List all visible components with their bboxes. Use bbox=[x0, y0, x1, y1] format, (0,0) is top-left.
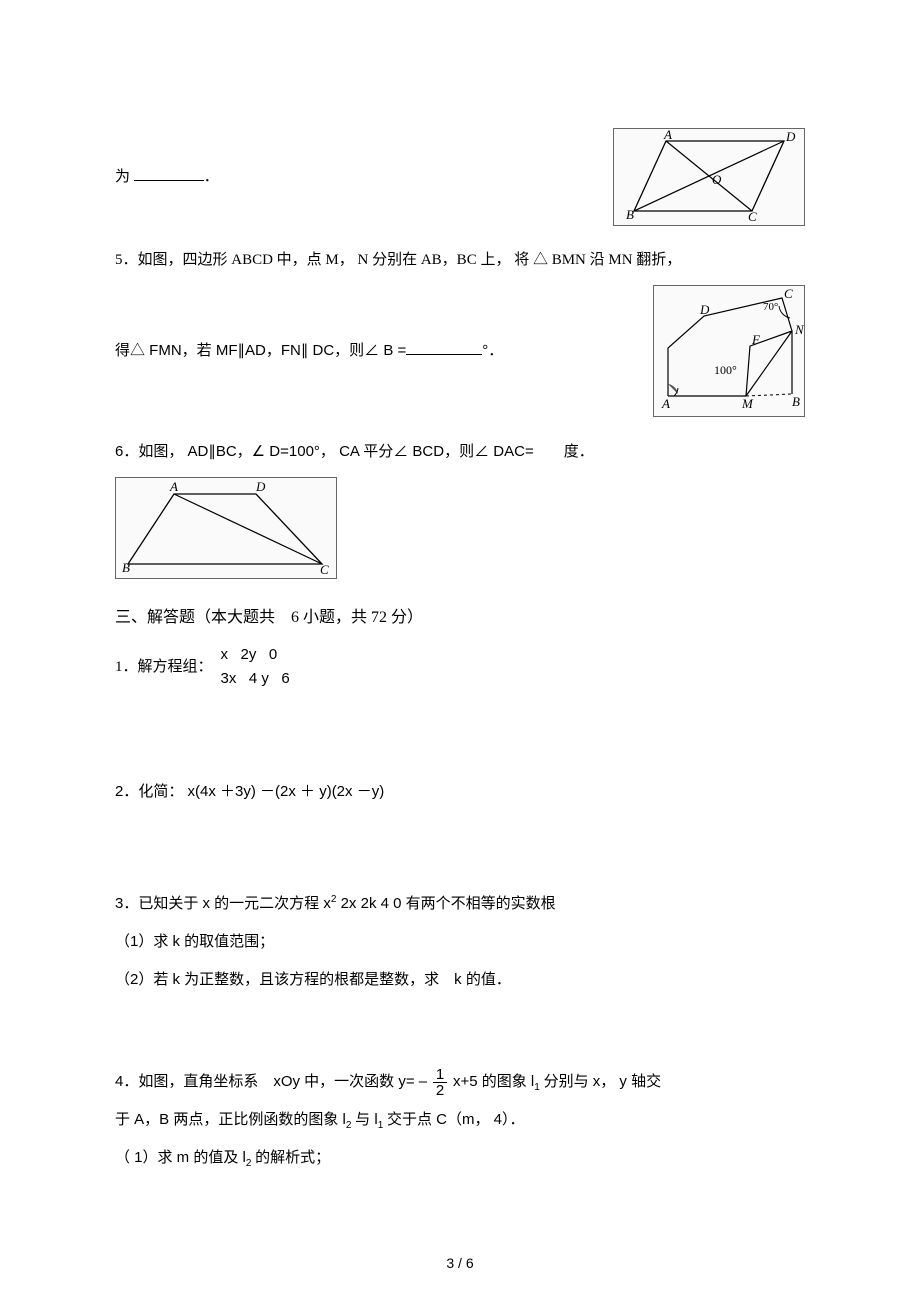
svg-text:B: B bbox=[122, 560, 130, 575]
svg-text:N: N bbox=[794, 322, 804, 337]
s3-q4-l1: 4．如图，直角坐标系 xOy 中，一次函数 y= – 1 2 x+5 的图象 l… bbox=[115, 1065, 805, 1099]
figure-trapezoid: A D B C bbox=[115, 477, 337, 579]
svg-text:A: A bbox=[169, 479, 178, 494]
svg-text:D: D bbox=[699, 302, 710, 317]
svg-text:F: F bbox=[751, 332, 761, 347]
question-4-remainder: 为 ． A D B C O bbox=[115, 128, 805, 226]
svg-text:M: M bbox=[741, 396, 754, 411]
svg-text:C: C bbox=[784, 286, 793, 301]
blank-q5 bbox=[406, 339, 482, 355]
s3q1-system: x 2y 0 3x 4 y 6 bbox=[221, 643, 290, 691]
svg-text:O: O bbox=[712, 172, 722, 187]
section-3-heading: 三、解答题（本大题共 6 小题，共 72 分） bbox=[115, 600, 805, 635]
svg-text:B: B bbox=[792, 394, 800, 409]
s3-q3-l1: 3．已知关于 x 的一元二次方程 x2 2x 2k 4 0 有两个不相等的实数根 bbox=[115, 887, 805, 921]
s3-q2: 2．化简： x(4x ＋3y) －(2x ＋ y)(2x －y) bbox=[115, 775, 805, 809]
fraction-half: 1 2 bbox=[433, 1067, 447, 1098]
q4-text: 为 bbox=[115, 169, 130, 185]
s3-q3-l2: （1）求 k 的取值范围； bbox=[115, 925, 805, 959]
q5-text-b: °． bbox=[482, 342, 503, 359]
svg-text:D: D bbox=[255, 479, 266, 494]
question-5-line2: 得△ FMN，若 MF∥AD，FN∥ DC，则∠ B = °． D C F N A… bbox=[115, 285, 805, 417]
s3q1-label: 1．解方程组： bbox=[115, 651, 213, 684]
svg-text:B: B bbox=[626, 207, 634, 222]
s3-q4-l2: 于 A，B 两点，正比例函数的图象 l2 与 l1 交于点 C（m， 4）． bbox=[115, 1103, 805, 1137]
svg-text:70°: 70° bbox=[763, 301, 778, 313]
svg-text:D: D bbox=[785, 129, 796, 144]
svg-text:100°: 100° bbox=[714, 363, 737, 377]
s3-q3-l3: （2）若 k 为正整数，且该方程的根都是整数，求 k 的值． bbox=[115, 963, 805, 997]
svg-text:C: C bbox=[748, 209, 757, 224]
svg-text:C: C bbox=[320, 562, 329, 577]
page-footer: 3 / 6 bbox=[115, 1255, 805, 1271]
figure-fold: D C F N A M B 70° 100° bbox=[653, 285, 805, 417]
question-6-text: 6．如图， AD∥BC，∠ D=100°， CA 平分∠ BCD，则∠ DAC=… bbox=[115, 435, 805, 469]
s3-q4-l3: （ 1）求 m 的值及 l2 的解析式； bbox=[115, 1141, 805, 1175]
q5-text-a: 得△ FMN，若 MF∥AD，FN∥ DC，则∠ B = bbox=[115, 342, 406, 359]
figure-parallelogram: A D B C O bbox=[613, 128, 805, 226]
blank-q4 bbox=[134, 165, 204, 181]
svg-text:A: A bbox=[663, 129, 672, 142]
question-5-line1: 5．如图，四边形 ABCD 中，点 M， N 分别在 AB，BC 上， 将 △ … bbox=[115, 244, 805, 277]
svg-text:A: A bbox=[661, 396, 670, 411]
s3-q1: 1．解方程组： x 2y 0 3x 4 y 6 bbox=[115, 643, 805, 691]
